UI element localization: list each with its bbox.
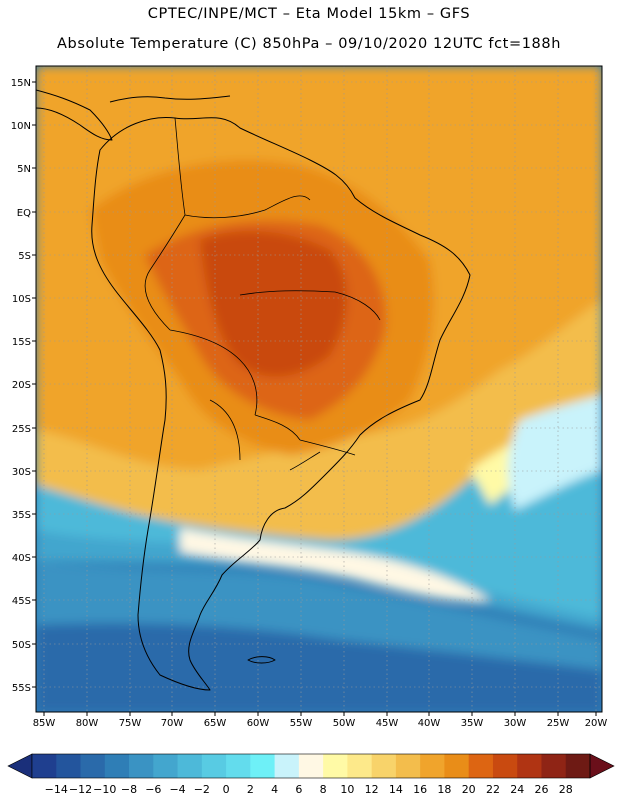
falkland-islands [247,656,276,664]
lat-tick-label: 10S [12,294,31,305]
colorbar-swatch [395,754,421,778]
lon-tick-label: 45W [376,718,399,729]
lat-tick-label: 10N [11,121,31,132]
colorbar-label: 26 [534,783,548,796]
colorbar-swatch [420,754,445,778]
lat-tick-label: 35S [12,510,31,521]
lon-tick-label: 30W [504,718,527,729]
colorbar-label: 20 [462,783,476,796]
lon-tick-label: 65W [204,718,227,729]
colorbar-swatch [541,754,567,778]
colorbar-swatch [32,754,57,778]
lat-tick-label: 5S [18,251,31,262]
lat-tick-label: 20S [12,380,31,391]
colorbar-swatch [468,754,494,778]
colorbar-swatch [129,754,154,778]
colorbar-label: 0 [223,783,230,796]
colorbar-label: 16 [413,783,427,796]
colorbar-arrow-left [7,753,33,779]
colorbar: −14 −12 −10 −8 −6 −4 −2 0 2 4 6 8 10 12 14 16 18 20 22 24 26… [7,753,615,796]
lon-tick-label: 50W [333,718,356,729]
colorbar-label: 24 [510,783,524,796]
colorbar-label: −14 [45,783,68,796]
longitude-labels: 85W 80W 75W 70W 65W 60W 55W 50W 45W 40W 35W 30W 25W 2… [33,712,608,729]
chart-title: CPTEC/INPE/MCT – Eta Model 15km – GFS [147,6,471,22]
lon-tick-label: 20W [585,718,608,729]
south-america-coastline [91,116,471,691]
colorbar-label: −8 [121,783,137,796]
colorbar-swatch [80,754,106,778]
lon-tick-label: 35W [461,718,484,729]
lon-tick-label: 70W [161,718,184,729]
lon-tick-label: 40W [418,718,441,729]
colorbar-label: 22 [486,783,500,796]
colorbar-swatch [177,754,203,778]
colorbar-label: 14 [389,783,403,796]
colorbar-swatch [371,754,397,778]
colorbar-label: −6 [145,783,161,796]
colorbar-swatch [153,754,178,778]
lon-tick-label: 80W [76,718,99,729]
colorbar-label: 28 [559,783,573,796]
colorbar-swatch [298,754,324,778]
colorbar-swatch [444,754,470,778]
lat-tick-label: 55S [12,683,31,694]
colorbar-label: 8 [320,783,327,796]
colorbar-swatch [274,754,300,778]
colorbar-label: 6 [295,783,302,796]
central-america-coastline [36,89,113,141]
colorbar-border [31,753,591,779]
colorbar-label: −10 [93,783,116,796]
colorbar-swatch [56,754,81,778]
colorbar-swatch [517,754,542,778]
caribbean-coastline [109,95,231,103]
lat-tick-label: 30S [12,467,31,478]
colorbar-label: 18 [437,783,451,796]
temperature-field [36,66,602,712]
lon-tick-label: 85W [33,718,56,729]
lat-tick-label: 40S [12,553,31,564]
colorbar-label: −4 [169,783,185,796]
lat-tick-label: EQ [17,208,31,219]
lon-tick-label: 75W [119,718,142,729]
lat-tick-label: 15S [12,337,31,348]
map-frame [35,65,603,713]
chart-subtitle: Absolute Temperature (C) 850hPa – 09/10/… [57,36,561,52]
colorbar-swatch [492,754,518,778]
lat-tick-label: 25S [12,424,31,435]
lon-tick-label: 60W [247,718,270,729]
colorbar-swatch [323,754,348,778]
latitude-labels: 15N 10N 5N EQ 5S 10S 15S 20S 25S 30S 35S 40S 45S 50S 5… [11,78,36,694]
colorbar-swatch [104,754,130,778]
colorbar-swatch [250,754,276,778]
lon-tick-label: 55W [290,718,313,729]
colorbar-label: 10 [340,783,354,796]
colorbar-label: 2 [247,783,254,796]
colorbar-arrow-right [589,753,615,779]
country-borders [144,117,381,471]
colorbar-label: −2 [194,783,210,796]
lat-tick-label: 50S [12,640,31,651]
colorbar-swatch [226,754,251,778]
coastlines [36,89,471,691]
colorbar-label: 4 [271,783,278,796]
lat-tick-label: 5N [17,164,31,175]
colorbar-swatch [201,754,227,778]
lon-tick-label: 25W [547,718,570,729]
colorbar-label: 12 [365,783,379,796]
colorbar-label: −12 [69,783,92,796]
colorbar-swatch [565,754,591,778]
lat-tick-label: 15N [11,78,31,89]
colorbar-swatch [347,754,373,778]
lat-tick-label: 45S [12,596,31,607]
